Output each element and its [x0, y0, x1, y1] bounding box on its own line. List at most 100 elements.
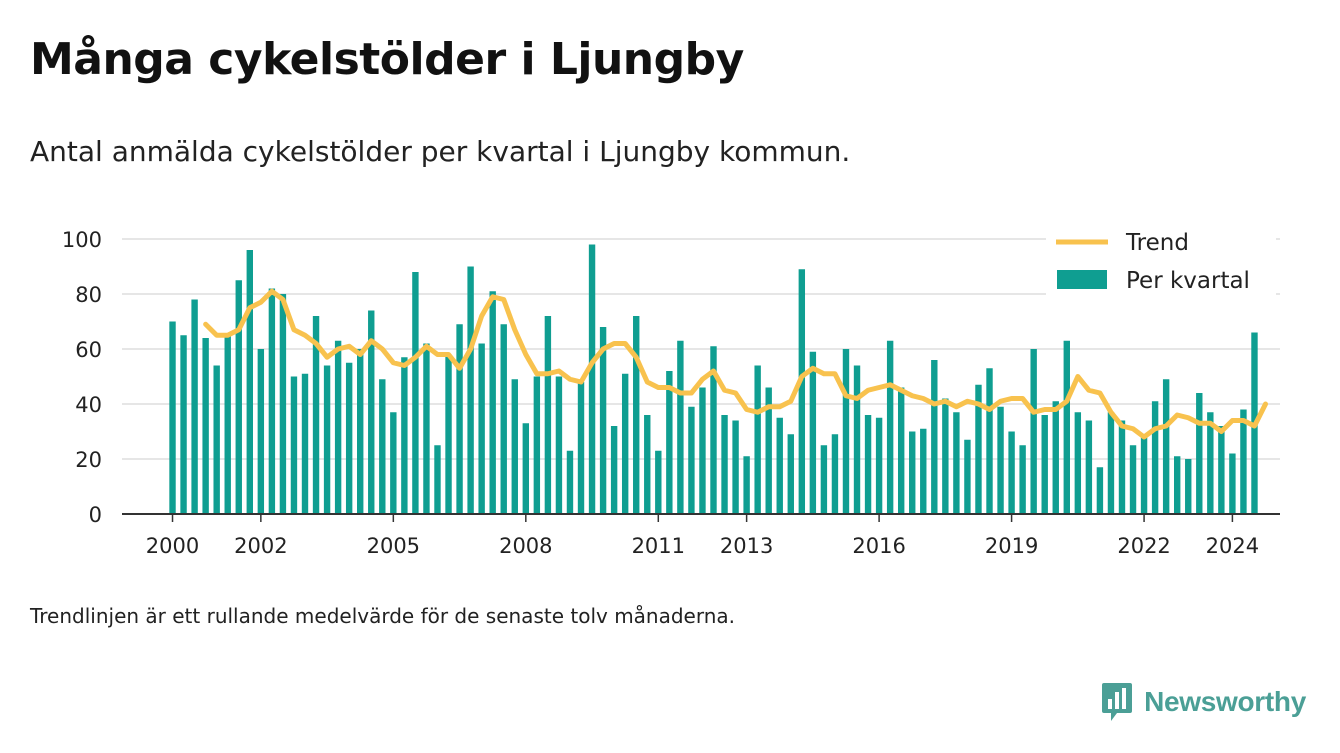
bar — [522, 423, 530, 514]
bar — [776, 417, 783, 514]
bar — [279, 294, 287, 514]
bar — [765, 387, 772, 514]
bar — [699, 387, 706, 514]
bar — [886, 340, 894, 514]
newsworthy-logo-icon — [1102, 683, 1133, 721]
bar — [588, 244, 596, 514]
bar — [920, 428, 927, 514]
bar — [1174, 456, 1181, 514]
bar — [743, 456, 750, 514]
bar — [997, 406, 1004, 514]
bar — [577, 382, 585, 514]
bar — [787, 434, 794, 514]
bar — [544, 316, 552, 514]
bar — [1074, 412, 1082, 514]
x-tick-label: 2008 — [499, 534, 552, 558]
bar — [1041, 415, 1048, 514]
bar — [533, 376, 541, 514]
bar — [621, 373, 629, 514]
bar — [445, 354, 452, 514]
bar — [1008, 431, 1015, 514]
bar — [1063, 340, 1070, 514]
bar — [345, 362, 353, 514]
bar — [213, 365, 220, 514]
bar — [1085, 420, 1093, 514]
x-tick-label: 2011 — [632, 534, 685, 558]
bar — [1030, 349, 1037, 514]
bar — [357, 349, 364, 514]
legend-bar-label: Per kvartal — [1126, 268, 1250, 294]
bar — [257, 349, 265, 514]
bar — [423, 343, 430, 514]
bar — [180, 335, 187, 514]
trend-line — [203, 288, 1269, 440]
bar — [312, 316, 320, 514]
axes: 0 20 40 60 80 100 2000 2002 2005 2008 2011 2013 2016… — [62, 228, 1280, 558]
bar — [1151, 401, 1159, 514]
chart-title: Många cykelstölder i Ljungby — [30, 34, 744, 85]
bar — [511, 379, 518, 514]
bar — [909, 431, 916, 514]
bar — [390, 412, 397, 514]
bar — [1207, 412, 1214, 514]
bar — [875, 417, 883, 514]
bar — [1052, 401, 1059, 514]
bar — [644, 415, 651, 514]
bar — [268, 288, 276, 514]
bar — [798, 269, 806, 514]
bar — [1019, 445, 1026, 514]
bar — [489, 291, 496, 514]
bar — [169, 321, 176, 514]
legend-bar-swatch — [1057, 270, 1107, 289]
bar — [732, 420, 739, 514]
chart-subtitle: Antal anmälda cykelstölder per kvartal i… — [30, 135, 851, 168]
bar — [633, 316, 640, 514]
bar — [191, 299, 198, 514]
bar — [1118, 420, 1126, 514]
x-tick-label: 2024 — [1206, 534, 1259, 558]
bar — [1162, 379, 1170, 514]
bar — [688, 406, 695, 514]
trend-line-layer — [203, 288, 1269, 440]
bar — [500, 324, 507, 514]
x-tick-label: 2002 — [234, 534, 287, 558]
bar — [677, 340, 684, 514]
bar — [610, 426, 618, 514]
y-tick-label: 100 — [62, 228, 102, 252]
bar — [953, 412, 960, 514]
y-tick-label: 60 — [75, 338, 102, 362]
bar — [1129, 445, 1137, 514]
y-tick-label: 80 — [75, 283, 102, 307]
bar — [599, 327, 607, 514]
bar — [964, 439, 971, 514]
y-tick-label: 20 — [75, 448, 102, 472]
bar — [368, 310, 375, 514]
bar — [975, 384, 982, 514]
bar — [224, 335, 231, 514]
bar — [467, 266, 474, 514]
x-tick-label: 2000 — [146, 534, 199, 558]
bar — [1229, 453, 1236, 514]
bar — [931, 360, 938, 514]
bar — [710, 346, 717, 514]
bar — [853, 365, 861, 514]
bar — [290, 376, 298, 514]
bar — [655, 450, 662, 514]
bars-per-kvartal — [169, 244, 1258, 514]
bar — [754, 365, 761, 514]
bar — [323, 365, 331, 514]
bar — [456, 324, 463, 514]
bar — [202, 338, 209, 514]
bar — [986, 368, 993, 514]
bar — [842, 349, 850, 514]
bar — [434, 445, 441, 514]
bar — [301, 373, 309, 514]
y-tick-label: 0 — [89, 503, 102, 527]
brand-logo: Newsworthy — [1100, 680, 1306, 724]
bar — [897, 387, 905, 514]
bar — [334, 340, 342, 514]
y-tick-label: 40 — [75, 393, 102, 417]
footnote: Trendlinjen är ett rullande medelvärde f… — [30, 604, 736, 628]
x-tick-label: 2019 — [985, 534, 1038, 558]
bar — [246, 250, 253, 514]
